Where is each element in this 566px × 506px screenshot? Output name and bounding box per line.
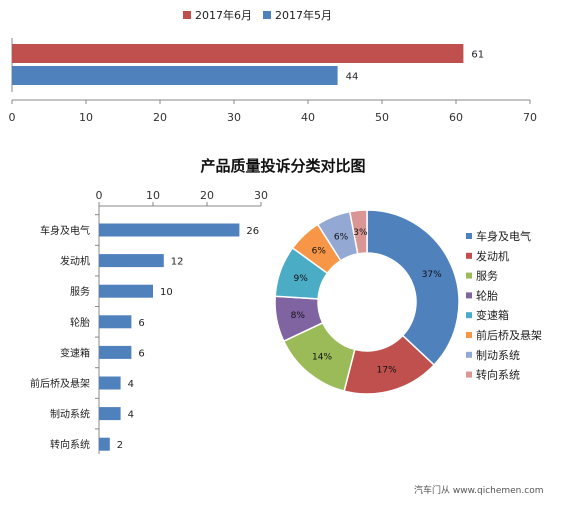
category-bar [99,315,132,329]
legend-label: 发动机 [476,249,509,263]
category-label: 制动系统 [50,408,90,421]
category-label: 转向系统 [50,438,90,451]
legend-swatch [466,233,472,239]
category-bar-value: 6 [138,348,144,359]
category-bar-value: 10 [160,287,173,298]
x-tick-label: 0 [9,111,16,124]
category-bar-chart: 0 10 20 30 车身及电气 26 发动机 12 服务 10 轮胎 6 变速箱 6 前后桥及悬架 4 制动系… [30,189,268,454]
legend-swatch [466,371,472,378]
x-tick-label: 60 [449,111,463,124]
category-bar-value: 2 [117,440,123,451]
top-bar-chart: 61 44 0 10 20 30 40 50 60 70 [9,38,537,124]
donut-slice-label: 8% [291,311,306,321]
legend-swatch-may [263,11,271,19]
donut-slice [348,209,368,255]
donut-slice-label: 14% [312,352,332,362]
category-bar [99,376,121,390]
legend-label-june: 2017年6月 [195,8,252,22]
bar-value-june: 61 [471,50,484,61]
donut-slice-label: 17% [377,366,397,376]
category-bar [99,223,240,237]
x-tick-label: 20 [153,111,167,124]
donut-slice-label: 6% [312,247,327,257]
donut-slice-label: 3% [353,228,368,238]
top-chart-legend: 2017年6月 2017年5月 [183,8,332,22]
legend-swatch [466,351,472,358]
bar-may [12,66,338,85]
donut-slice-label: 9% [294,274,309,284]
donut-slice [366,209,460,367]
category-bar-value: 26 [246,226,259,237]
legend-label-may: 2017年5月 [275,8,332,22]
legend-swatch [466,272,472,279]
legend-label: 制动系统 [476,349,520,362]
legend-swatch [466,252,472,259]
category-bar [99,437,110,451]
donut-chart: 37% 17% 14% 8% 9% 6% 6% 3% [274,209,460,395]
legend-swatch [466,312,472,319]
legend-label: 车身及电气 [476,229,531,243]
legend-label: 转向系统 [476,368,520,382]
x-tick-label: 50 [375,111,389,124]
category-bar [99,407,121,421]
category-label: 车身及电气 [40,224,90,237]
category-label: 服务 [70,285,90,298]
x-tick-label: 20 [200,189,214,202]
x-tick-label: 10 [79,111,93,124]
legend-label: 服务 [476,270,498,283]
bar-june [12,44,464,63]
category-bar [99,254,164,268]
x-tick-label: 0 [96,189,103,202]
x-tick-label: 70 [523,111,537,124]
legend-label: 前后桥及悬架 [476,328,542,342]
legend-swatch [466,292,472,299]
legend-swatch [466,332,472,338]
category-label: 发动机 [60,255,90,268]
donut-slice-label: 6% [334,232,349,242]
legend-label: 轮胎 [476,288,498,302]
legend-swatch-june [183,11,191,19]
legend-label: 变速箱 [476,308,509,322]
category-bar-value: 4 [128,379,134,390]
category-label: 前后桥及悬架 [30,377,90,390]
x-tick-label: 40 [301,111,315,124]
donut-slice-label: 37% [422,270,442,280]
chart-title: 产品质量投诉分类对比图 [200,157,365,175]
category-label: 轮胎 [70,316,90,329]
bar-value-may: 44 [346,72,359,83]
x-tick-label: 30 [227,111,241,124]
x-tick-label: 30 [254,189,268,202]
category-bar-value: 4 [128,410,134,421]
category-label: 变速箱 [60,346,90,359]
category-bar [99,284,153,298]
x-tick-label: 10 [146,189,160,202]
watermark: 汽车门从 www.qichemen.com [414,484,543,496]
category-bar [99,345,132,359]
category-bar-value: 6 [138,318,144,329]
category-bar-value: 12 [171,257,184,268]
